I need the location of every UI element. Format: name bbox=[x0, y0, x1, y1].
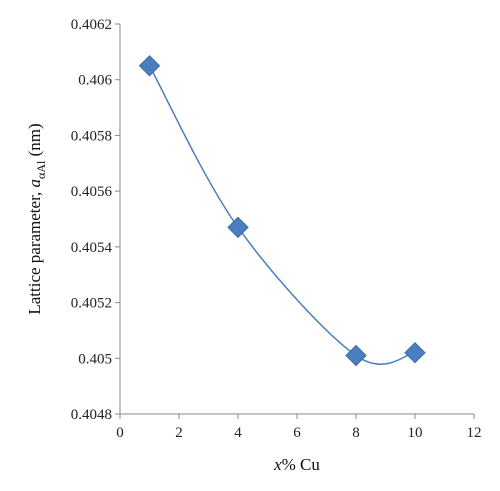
data-point-diamond bbox=[227, 216, 249, 239]
x-tick-label: 12 bbox=[467, 425, 482, 441]
data-point-diamond bbox=[138, 55, 161, 77]
tick-marks bbox=[115, 23, 475, 419]
y-tick-label: 0.4054 bbox=[71, 240, 113, 256]
x-axis-title-var: x bbox=[273, 455, 282, 474]
x-tick-label: 4 bbox=[234, 425, 242, 441]
y-tick-label: 0.4056 bbox=[71, 184, 113, 200]
y-axis-title-suffix: (nm) bbox=[25, 123, 44, 160]
y-tick-label: 0.4052 bbox=[71, 296, 112, 312]
data-point-diamond bbox=[404, 342, 426, 364]
x-tick-label: 0 bbox=[116, 425, 124, 441]
y-tick-labels: 0.4048 0.405 0.4052 0.4054 0.4056 0.4058 0.406… bbox=[71, 17, 113, 423]
series-curve bbox=[148, 65, 416, 365]
x-tick-label: 6 bbox=[293, 425, 301, 441]
data-point-diamond bbox=[345, 344, 367, 367]
y-axis-title: Lattice parameter, aαAl (nm) bbox=[25, 123, 48, 314]
x-axis-title-rest: % Cu bbox=[282, 455, 321, 474]
y-axis-title-prefix: Lattice parameter, bbox=[25, 187, 44, 314]
y-tick-label: 0.406 bbox=[78, 73, 112, 89]
series-points bbox=[138, 55, 426, 367]
y-tick-label: 0.4062 bbox=[71, 17, 112, 33]
x-tick-labels: 0 2 4 6 8 10 12 bbox=[116, 425, 481, 441]
x-tick-label: 10 bbox=[408, 425, 423, 441]
y-tick-label: 0.405 bbox=[78, 351, 112, 367]
y-axis-title-var: a bbox=[25, 179, 44, 188]
y-axis-title-sub: αAl bbox=[34, 160, 48, 179]
y-tick-label: 0.4048 bbox=[71, 407, 112, 423]
y-tick-label: 0.4058 bbox=[71, 128, 112, 144]
x-tick-label: 2 bbox=[175, 425, 183, 441]
x-axis-title: x% Cu bbox=[273, 455, 320, 474]
x-tick-label: 8 bbox=[352, 425, 360, 441]
